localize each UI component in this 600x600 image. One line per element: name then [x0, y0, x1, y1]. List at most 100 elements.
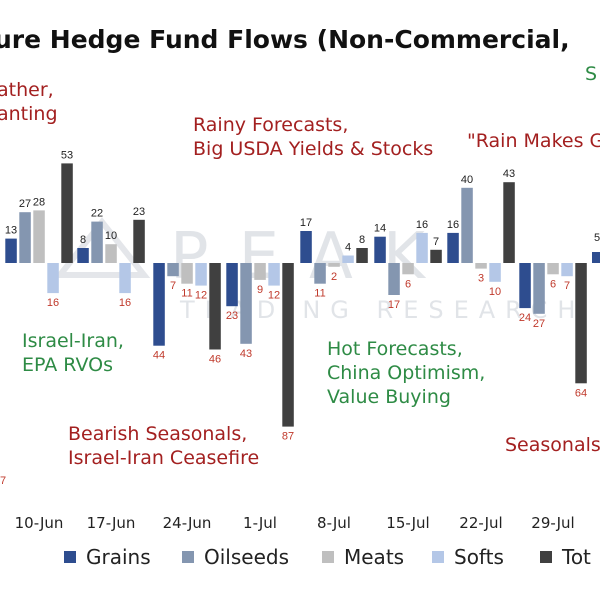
value-label-tot-17-jun: 23: [133, 206, 145, 218]
bar-grains-22-jul: [447, 232, 459, 263]
bar-grains-17-jun: [77, 248, 89, 263]
legend-label-oilseeds: Oilseeds: [204, 545, 289, 569]
bar-grains-8-jul: [300, 231, 312, 263]
annotation-6: Hot Forecasts, China Optimism, Value Buyin…: [327, 338, 485, 408]
value-label-oilseeds-17-jun: 22: [91, 208, 103, 220]
value-label-right-edge: 5: [594, 232, 600, 244]
x-label-29-jul: 29-Jul: [531, 514, 574, 532]
value-label-oilseeds-8-jul: 11: [314, 288, 325, 300]
bars: [5, 163, 600, 427]
bar-oilseeds-17-jun: [91, 221, 103, 263]
x-label-10-jun: 10-Jun: [15, 514, 64, 532]
x-axis-labels: 10-Jun 17-Jun 24-Jun 1-Jul 8-Jul 15-Jul 22-Jul…: [15, 514, 575, 532]
bar-softs-10-jun: [47, 263, 59, 294]
bar-grains-24-jun: [153, 263, 165, 346]
annotation-3: "Rain Makes G: [467, 130, 600, 152]
bar-tot-22-jul: [503, 182, 515, 263]
value-label-meats-10-jun: 28: [33, 196, 45, 208]
value-label-meats-29-jul: 6: [550, 278, 556, 290]
x-label-22-jul: 22-Jul: [459, 514, 502, 532]
value-label-softs-1-jul: 12: [268, 290, 280, 302]
bar-oilseeds-15-jul: [388, 263, 400, 295]
bar-grains-1-jul: [226, 263, 238, 307]
x-label-8-jul: 8-Jul: [317, 514, 351, 532]
value-label-softs-24-jun: 12: [195, 290, 207, 302]
annotation-5: Israel-Iran, EPA RVOs: [22, 330, 124, 376]
bar-meats-10-jun: [33, 210, 45, 263]
value-label-grains-15-jul: 14: [374, 223, 386, 235]
bar-meats-8-jul: [328, 263, 340, 267]
x-label-1-jul: 1-Jul: [243, 514, 277, 532]
value-label-grains-1-jul: 23: [226, 310, 238, 322]
value-label-grains-22-jul: 16: [447, 219, 459, 231]
value-label-tot-24-jun: 46: [209, 354, 221, 366]
annotation-2: Rainy Forecasts, Big USDA Yields & Stocks: [193, 114, 433, 160]
legend-label-grains: Grains: [86, 545, 151, 569]
bar-meats-24-jun: [181, 263, 193, 284]
x-label-24-jun: 24-Jun: [163, 514, 212, 532]
bar-softs-1-jul: [268, 263, 280, 286]
value-label-oilseeds-22-jul: 40: [461, 174, 473, 186]
legend-swatch-grains: [64, 551, 76, 563]
value-label-meats-24-jun: 11: [181, 288, 192, 300]
bar-oilseeds-29-jul: [533, 263, 545, 314]
annotations: ather, anting Rainy Forecasts, Big USDA Yie…: [0, 63, 600, 469]
value-label-oilseeds-1-jul: 43: [240, 348, 252, 360]
legend-swatch-oilseeds: [182, 551, 194, 563]
value-label-grains-17-jun: 8: [80, 234, 86, 246]
bar-tot-15-jul: [430, 249, 442, 263]
value-label-tot-8-jul: 8: [359, 234, 365, 246]
legend-label-tot: Tot: [561, 545, 591, 569]
value-label-oilseeds-29-jul: 27: [533, 318, 545, 330]
value-label-grains-10-jun: 13: [5, 225, 17, 237]
bar-tot-10-jun: [61, 163, 73, 263]
bar-meats-1-jul: [254, 263, 266, 280]
bar-meats-29-jul: [547, 263, 559, 275]
legend-swatch-meats: [322, 551, 334, 563]
value-label-meats-15-jul: 6: [405, 278, 411, 290]
bar-oilseeds-10-jun: [19, 212, 31, 263]
legend: Grains Oilseeds Meats Softs Tot: [64, 545, 591, 569]
value-label-softs-15-jul: 16: [416, 219, 428, 231]
bar-softs-8-jul: [342, 255, 354, 263]
bar-oilseeds-24-jun: [167, 263, 179, 277]
value-label-oilseeds-15-jul: 17: [388, 299, 400, 311]
bar-tot-24-jun: [209, 263, 221, 350]
annotation-1: ather, anting: [0, 79, 58, 125]
value-label-softs-8-jul: 4: [345, 242, 351, 254]
value-label-softs-22-jul: 10: [489, 286, 501, 298]
value-label-tot-1-jul: 87: [282, 431, 294, 443]
bar-oilseeds-1-jul: [240, 263, 252, 344]
bar-grains-15-jul: [374, 236, 386, 263]
value-label-softs-29-jul: 7: [564, 280, 570, 292]
bar-softs-17-jun: [119, 263, 131, 294]
value-label-softs-17-jun: 16: [119, 297, 131, 309]
value-label-tot-29-jul: 64: [575, 387, 587, 399]
annotation-7: Bearish Seasonals, Israel-Iran Ceasefire: [68, 423, 259, 469]
legend-swatch-softs: [432, 551, 444, 563]
bar-grains-29-jul: [519, 263, 531, 309]
x-label-17-jun: 17-Jun: [87, 514, 136, 532]
bar-softs-15-jul: [416, 232, 428, 263]
value-label-grains-8-jul: 17: [300, 217, 312, 229]
annotation-8: Seasonals: [505, 434, 600, 456]
bar-softs-24-jun: [195, 263, 207, 286]
value-label-meats-22-jul: 3: [478, 273, 484, 285]
bar-tot-17-jun: [133, 219, 145, 263]
bar-meats-15-jul: [402, 263, 414, 275]
value-label-meats-8-jul: 2: [331, 271, 337, 283]
legend-swatch-tot: [540, 551, 552, 563]
annotation-4: S: [585, 63, 597, 85]
bar-tot-29-jul: [575, 263, 587, 384]
bar-softs-29-jul: [561, 263, 573, 277]
value-label-tot-15-jul: 7: [433, 236, 439, 248]
value-label-grains-29-jul: 24: [519, 312, 531, 324]
value-label-oilseeds-24-jun: 7: [170, 280, 176, 292]
bar-tot-8-jul: [356, 248, 368, 263]
chart-title: ure Hedge Fund Flows (Non-Commercial,: [0, 25, 570, 54]
bar-tot-1-jul: [282, 263, 294, 427]
bar-meats-22-jul: [475, 263, 487, 269]
value-label-tot-10-jun: 53: [61, 149, 73, 161]
